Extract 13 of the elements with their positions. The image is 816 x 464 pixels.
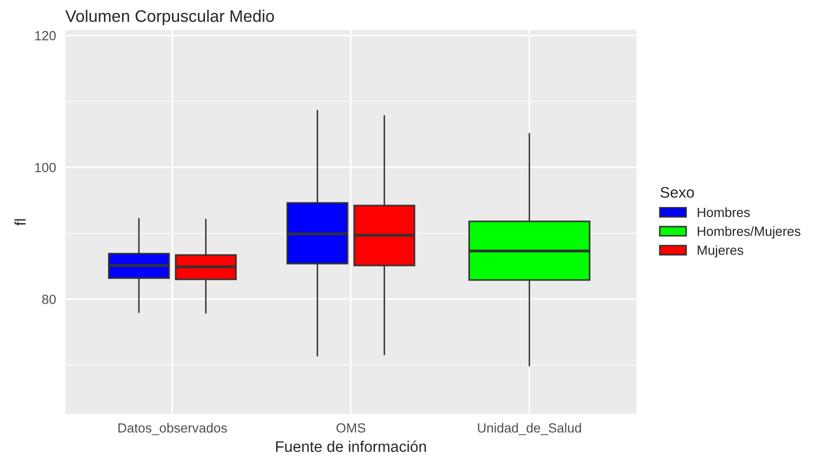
- y-tick-label: 100: [35, 162, 56, 172]
- x-tick-label: OMS: [336, 423, 366, 433]
- x-tick-label: Unidad_de_Salud: [478, 422, 581, 436]
- x-axis-title: Fuente de información: [276, 440, 426, 452]
- legend-label: Mujeres: [698, 245, 744, 258]
- chart-title: Volumen Corpuscular Medio: [65, 10, 274, 26]
- legend-title: Sexo: [660, 186, 694, 198]
- y-tick-label: 80: [42, 294, 56, 304]
- x-tick-label: Datos_observados: [118, 422, 227, 436]
- legend-label: Hombres: [698, 207, 750, 218]
- y-tick-label: 120: [35, 31, 56, 40]
- legend-label: Hombres/Mujeres: [698, 226, 800, 239]
- y-axis-title: fl: [14, 219, 26, 226]
